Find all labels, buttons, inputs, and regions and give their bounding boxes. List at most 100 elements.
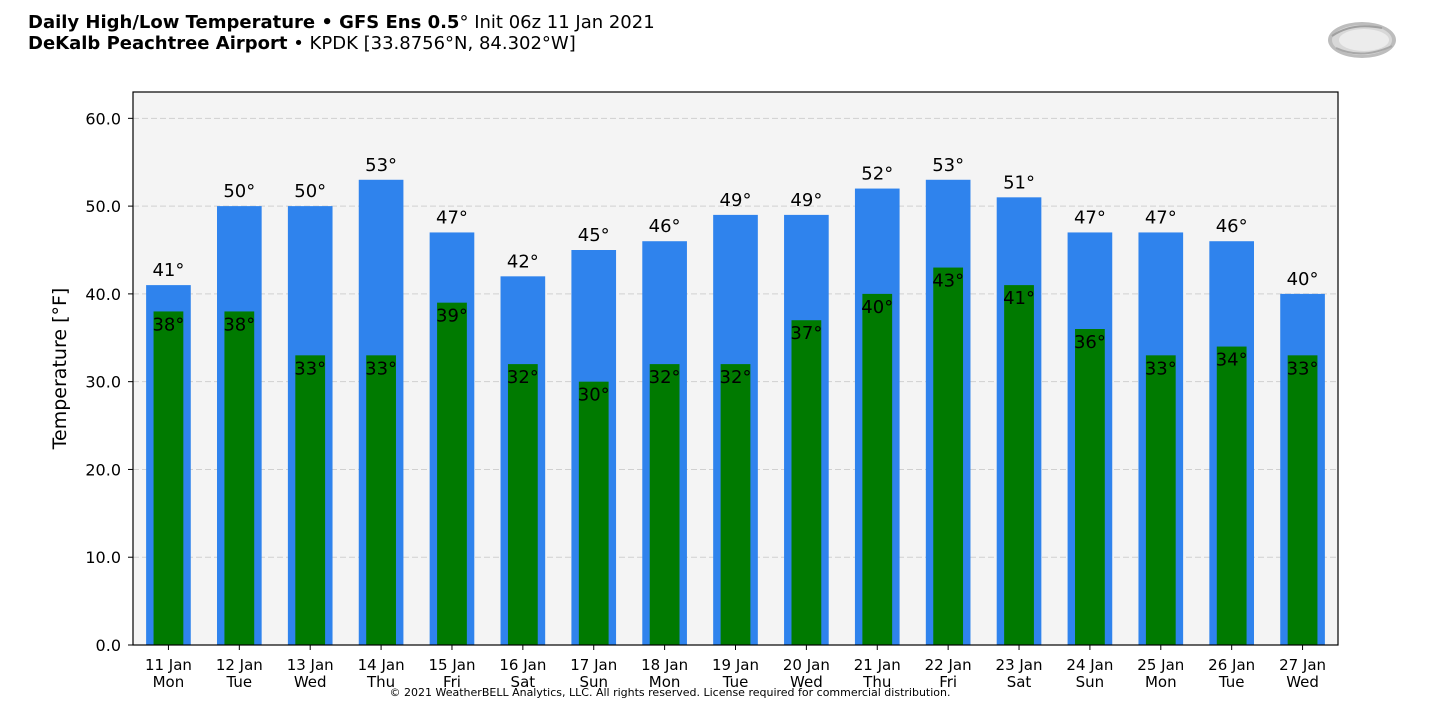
x-tick-day: Wed: [1286, 673, 1319, 691]
high-temp-label: 46°: [649, 216, 681, 237]
x-tick-date: 23 Jan: [996, 656, 1043, 674]
low-temp-label: 43°: [932, 271, 964, 292]
low-temp-bar: [507, 364, 538, 645]
low-temp-bar: [153, 311, 184, 645]
x-tick-day: Tue: [226, 673, 253, 691]
high-temp-label: 42°: [507, 251, 539, 272]
x-tick-date: 14 Jan: [358, 656, 405, 674]
y-tick-label: 10.0: [85, 548, 121, 567]
low-temp-label: 40°: [861, 297, 893, 318]
copyright-notice: © 2021 WeatherBELL Analytics, LLC. All r…: [389, 686, 951, 699]
gridlines: [133, 117, 1338, 558]
low-temp-label: 32°: [720, 367, 752, 388]
low-temp-label: 33°: [1145, 358, 1177, 379]
x-tick-day: Sun: [1076, 673, 1105, 691]
low-temp-bar: [1145, 355, 1176, 645]
x-tick-day: Mon: [649, 673, 681, 691]
title-line-1-rest: ° Init 06z 11 Jan 2021: [459, 12, 655, 33]
high-temp-label: 40°: [1287, 269, 1319, 290]
x-tick-date: 24 Jan: [1066, 656, 1113, 674]
low-temp-bar: [933, 267, 964, 645]
title-line-1-bold: Daily High/Low Temperature • GFS Ens 0.5: [28, 12, 460, 33]
low-temp-bar: [791, 320, 822, 645]
weatherbell-logo-icon: [1328, 22, 1396, 58]
x-tick-date: 19 Jan: [712, 656, 759, 674]
x-tick-date: 11 Jan: [145, 656, 192, 674]
x-tick-day: Wed: [790, 673, 823, 691]
x-tick-date: 15 Jan: [428, 656, 475, 674]
high-temp-label: 47°: [436, 207, 468, 228]
low-temp-bar: [578, 381, 609, 645]
x-tick-day: Tue: [722, 673, 749, 691]
low-temp-label: 30°: [578, 385, 610, 406]
low-temp-bar: [720, 364, 751, 645]
low-temp-bar: [1075, 329, 1105, 645]
x-tick-day: Mon: [1145, 673, 1177, 691]
x-tick-day: Thu: [862, 673, 891, 691]
low-temp-bar: [649, 364, 680, 645]
high-temp-label: 47°: [1074, 207, 1106, 228]
high-temp-label: 49°: [790, 190, 822, 211]
low-temp-label: 37°: [790, 323, 822, 344]
low-temp-bar: [224, 311, 255, 645]
low-temp-label: 32°: [649, 367, 681, 388]
high-temp-label: 49°: [720, 190, 752, 211]
x-tick-date: 17 Jan: [570, 656, 617, 674]
low-temp-bar: [1287, 355, 1318, 645]
x-tick-date: 22 Jan: [925, 656, 972, 674]
x-tick-day: Thu: [366, 673, 395, 691]
x-tick-day: Sat: [511, 673, 536, 691]
y-tick-label: 40.0: [85, 285, 121, 304]
low-temp-label: 34°: [1216, 350, 1248, 371]
low-temp-label: 41°: [1003, 288, 1035, 309]
bars: [146, 179, 1325, 646]
x-tick-date: 20 Jan: [783, 656, 830, 674]
low-temp-label: 39°: [436, 306, 468, 327]
chart-title: Daily High/Low Temperature • GFS Ens 0.5…: [28, 12, 655, 54]
x-tick-date: 18 Jan: [641, 656, 688, 674]
x-tick-date: 21 Jan: [854, 656, 901, 674]
y-tick-label: 0.0: [96, 636, 121, 655]
low-temp-bar: [1004, 285, 1034, 645]
title-line-1: Daily High/Low Temperature • GFS Ens 0.5…: [28, 12, 655, 33]
title-line-2-rest: • KPDK [33.8756°N, 84.302°W]: [287, 33, 576, 54]
low-temp-bar: [1216, 346, 1247, 645]
low-temp-bar: [366, 355, 396, 645]
high-temp-label: 53°: [365, 155, 397, 176]
high-temp-label: 50°: [294, 181, 326, 202]
x-tick-date: 27 Jan: [1279, 656, 1326, 674]
x-tick-day: Mon: [153, 673, 185, 691]
high-temp-label: 45°: [578, 225, 610, 246]
high-temp-label: 51°: [1003, 172, 1035, 193]
x-tick-date: 26 Jan: [1208, 656, 1255, 674]
low-temp-label: 38°: [152, 314, 184, 335]
high-temp-label: 50°: [223, 181, 255, 202]
y-tick-label: 50.0: [85, 197, 121, 216]
y-axis: 0.0 10.0 20.0 30.0 40.0 50.0 60.0: [85, 109, 133, 655]
x-tick-day: Wed: [294, 673, 327, 691]
x-tick-date: 16 Jan: [499, 656, 546, 674]
x-tick-date: 12 Jan: [216, 656, 263, 674]
x-tick-date: 13 Jan: [287, 656, 334, 674]
y-tick-label: 20.0: [85, 460, 121, 479]
low-temp-label: 38°: [223, 314, 255, 335]
weatherbell-logo: [1322, 16, 1408, 62]
title-line-2-bold: DeKalb Peachtree Airport: [28, 33, 288, 54]
low-temp-bar: [862, 293, 893, 645]
low-temp-bar: [295, 355, 326, 645]
low-temp-label: 33°: [1287, 358, 1319, 379]
high-temp-label: 41°: [152, 260, 184, 281]
y-tick-label: 30.0: [85, 373, 121, 392]
x-tick-day: Sun: [579, 673, 608, 691]
low-temp-label: 36°: [1074, 332, 1106, 353]
x-tick-day: Fri: [939, 673, 957, 691]
x-tick-day: Sat: [1007, 673, 1032, 691]
high-temp-label: 47°: [1145, 207, 1177, 228]
low-temp-label: 32°: [507, 367, 539, 388]
y-axis-label: Temperature [°F]: [49, 288, 71, 451]
low-temp-bar: [437, 302, 467, 645]
x-tick-day: Fri: [443, 673, 461, 691]
data-labels: 41° 38° 50° 38° 50° 33° 53° 33° 47° 39° 42° 32° 45° 3…: [152, 155, 1318, 406]
